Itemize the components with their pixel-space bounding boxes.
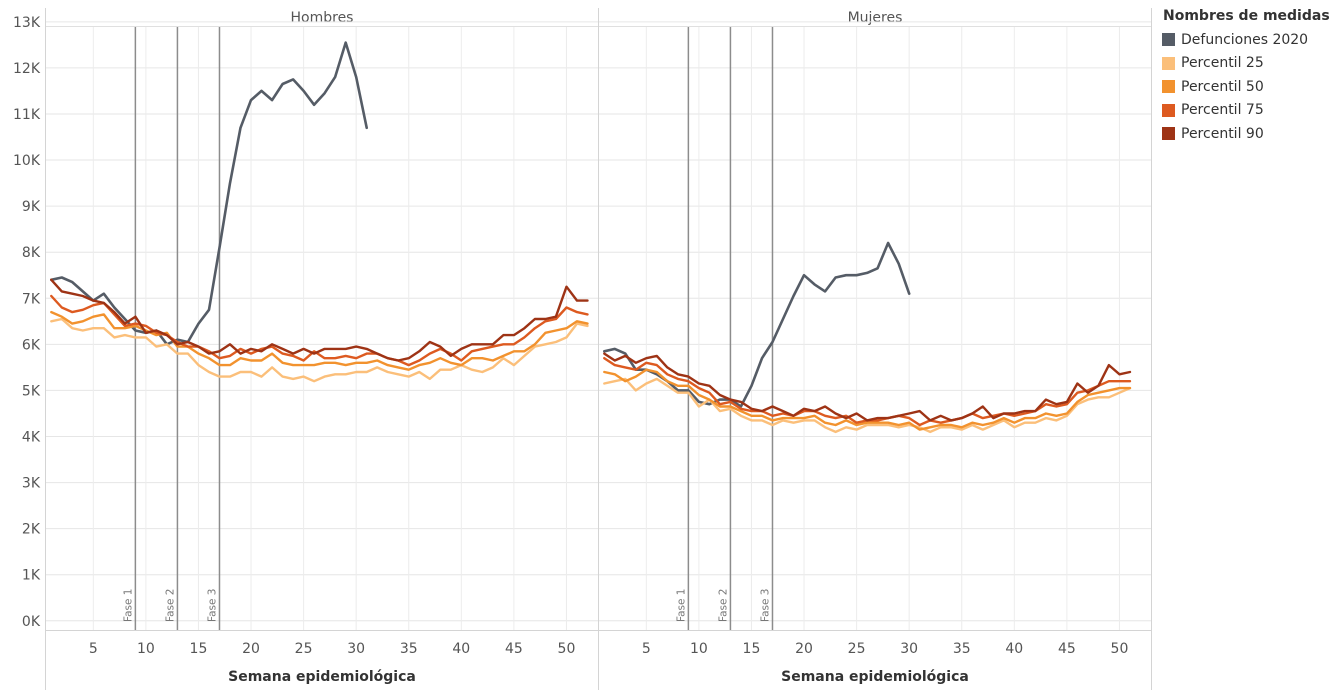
x-tick-label: 20 (795, 641, 813, 657)
x-tick-label: 45 (1058, 641, 1076, 657)
legend-label: Percentil 25 (1181, 55, 1264, 72)
y-tick-label: 9K (22, 199, 41, 215)
y-tick-label: 11K (13, 107, 41, 123)
legend-item: Percentil 50 (1162, 75, 1334, 99)
phase-label: Fase 1 (675, 589, 687, 622)
panel-mujeres: Mujeres Fase 1 Fase 2 Fase 3 5 10 15 20 25 30 35 40… (599, 8, 1151, 685)
phase-label: Fase 2 (717, 589, 729, 622)
x-tick-label: 5 (89, 641, 98, 657)
phase-label: Fase 3 (759, 589, 771, 622)
x-tick-label: 25 (295, 641, 313, 657)
legend-title: Nombres de medidas (1163, 8, 1330, 24)
series-line-defunciones-2020 (602, 241, 911, 408)
series-line-percentil-90 (50, 278, 589, 362)
legend-item: Percentil 25 (1162, 52, 1334, 76)
x-axis-title: Semana epidemiológica (228, 669, 416, 685)
y-tick-label: 7K (22, 291, 41, 307)
y-tick-label: 2K (22, 522, 41, 538)
legend-label: Percentil 50 (1181, 78, 1264, 95)
x-tick-label: 35 (400, 641, 418, 657)
legend: Nombres de medidas Defunciones 2020 Perce… (1162, 8, 1334, 146)
y-tick-label: 0K (22, 614, 41, 630)
phase-label: Fase 2 (164, 589, 176, 622)
x-tick-label: 5 (642, 641, 651, 657)
phase-label: Fase 3 (206, 589, 218, 622)
legend-item: Percentil 75 (1162, 99, 1334, 123)
x-tick-label: 10 (690, 641, 708, 657)
series-line-percentil-25 (603, 377, 1132, 434)
x-tick-label: 40 (452, 641, 470, 657)
x-tick-label: 25 (848, 641, 866, 657)
chart-canvas: Hombres Fase 1 Fase 2 Fase 3 5 10 15 20 25 30 35 40… (13, 8, 1152, 690)
legend-swatch (1162, 103, 1175, 117)
x-tick-label: 50 (558, 641, 576, 657)
x-axis-title: Semana epidemiológica (781, 669, 969, 685)
legend-item: Percentil 90 (1162, 122, 1334, 146)
legend-swatch (1162, 127, 1175, 141)
series-line-percentil-50 (50, 310, 589, 371)
legend-swatch (1162, 56, 1175, 70)
legend-label: Defunciones 2020 (1181, 31, 1309, 48)
legend-item: Defunciones 2020 (1162, 28, 1334, 52)
legend-swatch (1162, 80, 1175, 94)
x-tick-label: 15 (743, 641, 761, 657)
y-tick-label: 10K (13, 153, 41, 169)
panel-title: Hombres (291, 10, 354, 26)
series-line-percentil-90 (603, 352, 1132, 422)
x-tick-label: 40 (1005, 641, 1023, 657)
panel-hombres: Hombres Fase 1 Fase 2 Fase 3 5 10 15 20 25 30 35 40… (46, 8, 598, 685)
x-tick-label: 20 (242, 641, 260, 657)
legend-swatch (1162, 33, 1175, 47)
phase-label: Fase 1 (122, 589, 134, 622)
legend-label: Percentil 90 (1181, 125, 1264, 142)
y-tick-label: 1K (22, 568, 41, 584)
x-tick-label: 30 (347, 641, 365, 657)
y-tick-label: 8K (22, 245, 41, 261)
x-tick-label: 10 (137, 641, 155, 657)
y-tick-label: 6K (22, 337, 41, 353)
y-tick-label: 3K (22, 476, 41, 492)
x-tick-label: 50 (1111, 641, 1129, 657)
legend-label: Percentil 75 (1181, 102, 1264, 119)
y-tick-label: 12K (13, 61, 41, 77)
y-tick-label: 4K (22, 429, 41, 445)
series-line-percentil-25 (50, 317, 589, 383)
y-tick-label: 5K (22, 383, 41, 399)
panel-title: Mujeres (848, 10, 903, 26)
x-tick-label: 35 (953, 641, 971, 657)
series-line-percentil-50 (603, 368, 1132, 431)
series-line-defunciones-2020 (49, 41, 369, 346)
x-tick-label: 30 (900, 641, 918, 657)
x-tick-label: 15 (190, 641, 208, 657)
y-tick-label: 13K (13, 15, 41, 31)
x-tick-label: 45 (505, 641, 523, 657)
